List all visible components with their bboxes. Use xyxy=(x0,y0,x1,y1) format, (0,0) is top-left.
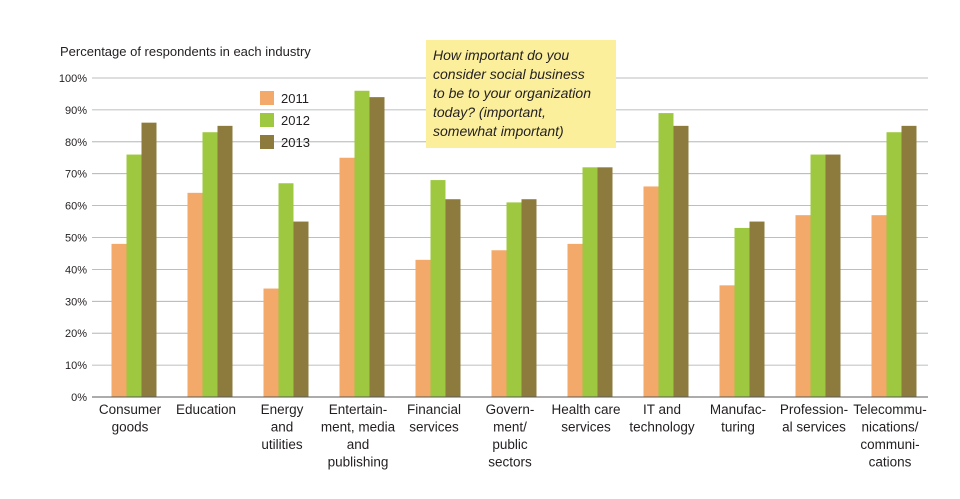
annotation-line: somewhat important) xyxy=(433,123,564,139)
category-label: technology xyxy=(629,420,695,435)
bar-2013 xyxy=(901,125,917,397)
y-axis-title: Percentage of respondents in each indust… xyxy=(60,44,311,59)
bar-2012 xyxy=(506,202,522,397)
bar-2012 xyxy=(126,154,142,397)
bar-2013 xyxy=(597,167,613,397)
bar-2011 xyxy=(871,215,887,397)
category-label: Health care xyxy=(551,402,620,417)
category-label: public xyxy=(492,437,528,452)
y-tick-label: 0% xyxy=(71,392,87,404)
bar-2013 xyxy=(673,125,689,397)
bar-2013 xyxy=(749,221,765,397)
category-label: Entertain- xyxy=(329,402,388,417)
bar-2012 xyxy=(886,132,902,398)
legend-label: 2013 xyxy=(281,135,310,150)
bar-2011 xyxy=(643,186,659,397)
bar-2012 xyxy=(354,90,370,397)
category-label: publishing xyxy=(328,455,389,470)
category-label: Profession- xyxy=(780,402,848,417)
category-label: al services xyxy=(782,420,846,435)
category-label: communi- xyxy=(860,437,919,452)
legend-label: 2011 xyxy=(281,91,309,106)
category-label: Consumer xyxy=(99,402,162,417)
annotation-background xyxy=(426,40,616,148)
category-label: Telecommu- xyxy=(853,402,927,417)
category-label: turing xyxy=(721,420,755,435)
bar-2013 xyxy=(217,125,233,397)
category-label: sectors xyxy=(488,455,532,470)
bar-2011 xyxy=(567,243,583,397)
bar-2012 xyxy=(278,183,294,397)
category-label: utilities xyxy=(261,437,303,452)
annotation-box: How important do you consider social busi… xyxy=(426,40,616,148)
bar-2012 xyxy=(430,180,446,397)
y-tick-label: 10% xyxy=(65,360,87,372)
bar-2012 xyxy=(202,132,218,398)
bar-2012 xyxy=(658,113,674,397)
category-label: Education xyxy=(176,402,236,417)
annotation-line: today? (important, xyxy=(433,104,546,120)
category-label: Energy xyxy=(261,402,304,417)
bar-2013 xyxy=(369,97,385,397)
bar-2011 xyxy=(795,215,811,397)
axis: 0% 10% 20% 30% 40% 50% 60% 70% 80% 90% 100% xyxy=(59,73,928,404)
category-label: ment/ xyxy=(493,420,527,435)
category-label: ment, media xyxy=(321,420,396,435)
legend-swatch-2012 xyxy=(260,113,274,127)
bar-2011 xyxy=(187,192,203,397)
bar-2011 xyxy=(111,243,127,397)
y-tick-label: 100% xyxy=(59,73,87,85)
category-label: services xyxy=(561,420,611,435)
category-label: nications/ xyxy=(861,420,918,435)
bars xyxy=(111,90,917,398)
y-tick-label: 40% xyxy=(65,264,87,276)
y-tick-label: 30% xyxy=(65,296,87,308)
legend: 2011 2012 2013 xyxy=(260,91,310,150)
category-labels: Consumer goods Education Energy and utilities… xyxy=(99,402,927,470)
legend-swatch-2011 xyxy=(260,91,274,105)
category-label: Govern- xyxy=(486,402,535,417)
bar-2011 xyxy=(415,259,431,397)
category-label: Financial xyxy=(407,402,461,417)
annotation-line: consider social business xyxy=(433,66,585,82)
y-tick-label: 60% xyxy=(65,201,87,213)
legend-swatch-2013 xyxy=(260,135,274,149)
y-tick-label: 80% xyxy=(65,137,87,149)
bar-2013 xyxy=(445,199,461,397)
bar-2011 xyxy=(491,250,507,397)
category-label: and xyxy=(271,420,294,435)
bar-2011 xyxy=(339,157,355,397)
category-label: Manufac- xyxy=(710,402,766,417)
bar-2012 xyxy=(734,227,750,397)
y-tick-label: 90% xyxy=(65,105,87,117)
bar-2011 xyxy=(719,285,735,397)
category-label: cations xyxy=(869,455,912,470)
bar-2013 xyxy=(825,154,841,397)
bar-2013 xyxy=(521,199,537,397)
bar-2012 xyxy=(582,167,598,397)
bar-2011 xyxy=(263,288,279,397)
legend-label: 2012 xyxy=(281,113,310,128)
y-tick-label: 50% xyxy=(65,233,87,245)
bar-2012 xyxy=(810,154,826,397)
category-label: goods xyxy=(112,420,149,435)
category-label: IT and xyxy=(643,402,681,417)
category-label: services xyxy=(409,420,459,435)
y-tick-label: 20% xyxy=(65,328,87,340)
category-label: and xyxy=(347,437,370,452)
annotation-line: to be to your organization xyxy=(433,85,591,101)
y-tick-label: 70% xyxy=(65,169,87,181)
bar-2013 xyxy=(141,122,157,397)
bar-2013 xyxy=(293,221,309,397)
annotation-line: How important do you xyxy=(433,47,569,63)
